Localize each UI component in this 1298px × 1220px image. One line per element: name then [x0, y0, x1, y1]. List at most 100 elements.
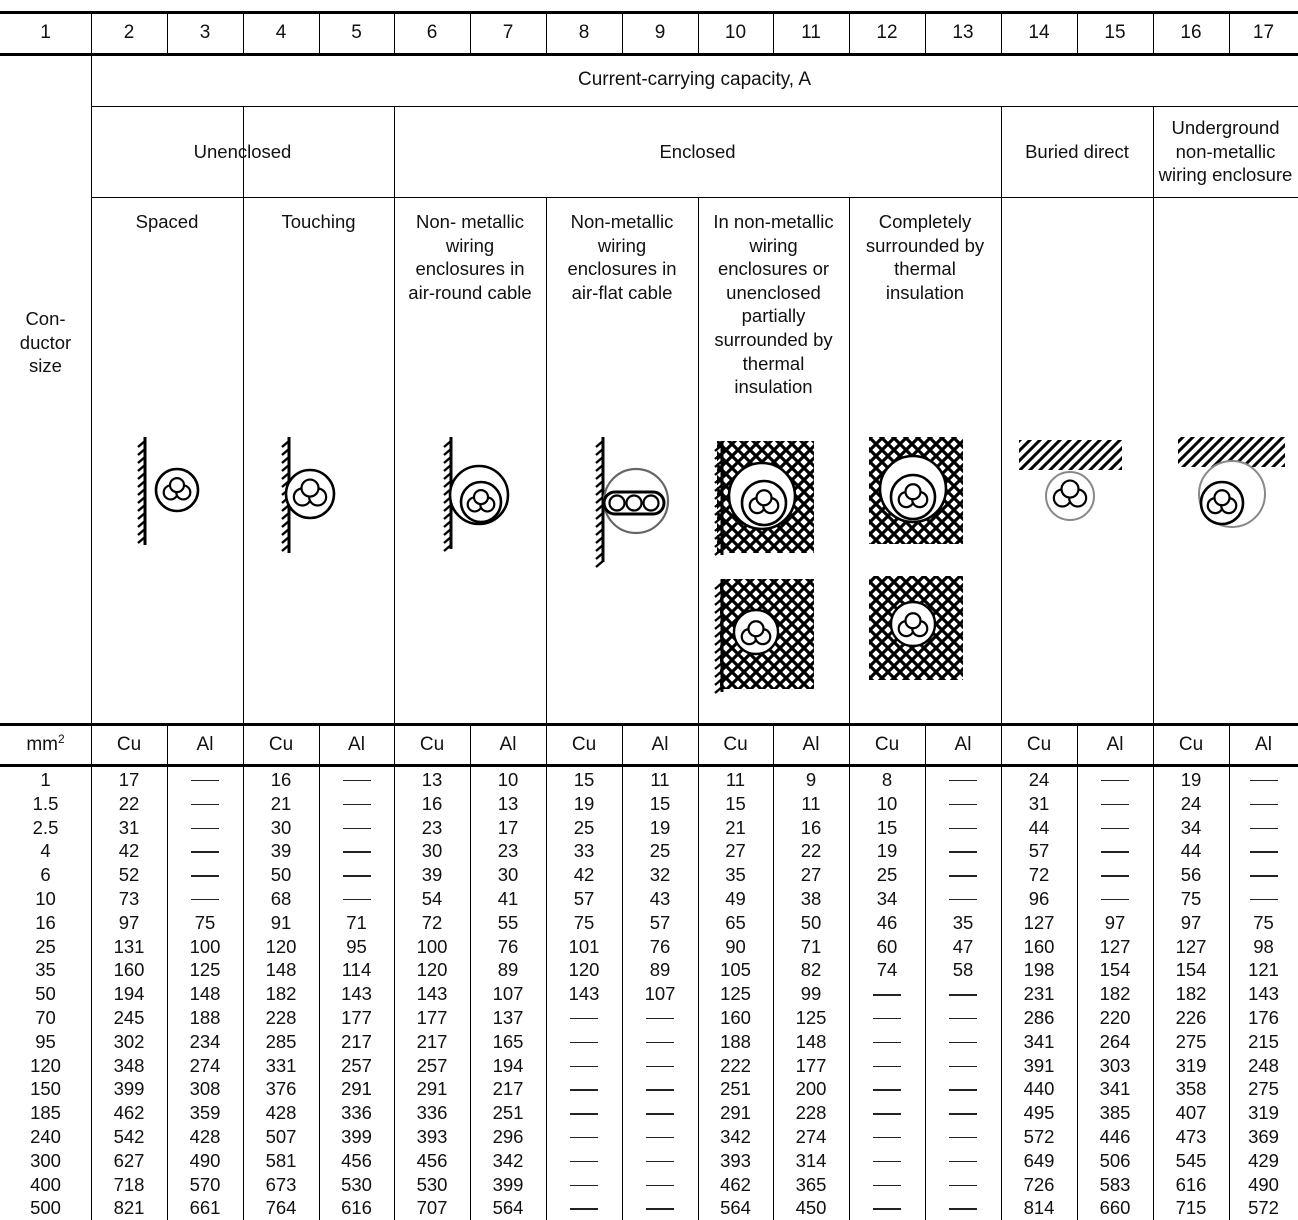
table-cell: 358 — [1175, 1078, 1207, 1100]
table-cell: 25 — [573, 816, 595, 838]
vrule-number-row — [470, 11, 471, 54]
table-cell: 17 — [118, 769, 140, 790]
table-cell: 97 — [118, 911, 140, 933]
table-cell: 19 — [649, 816, 671, 838]
table-cell: 97 — [1180, 911, 1202, 933]
table-cell: 291 — [341, 1078, 372, 1100]
table-cell: 121 — [1248, 959, 1279, 981]
table-cell: 715 — [1175, 1197, 1207, 1219]
table-cell: 726 — [1023, 1173, 1055, 1195]
table-cell: — — [622, 1101, 698, 1125]
table-cell: 11 — [725, 769, 746, 790]
table-cell: 473 — [1175, 1125, 1207, 1147]
table-cell: — — [925, 816, 1001, 840]
table-cell: — — [622, 1006, 698, 1030]
table-cell: 57 — [1028, 840, 1050, 862]
table-cell: — — [167, 887, 243, 911]
table-cell: 143 — [568, 983, 600, 1005]
table-cell: 95 — [346, 935, 367, 957]
table-cell: 264 — [1099, 1030, 1131, 1052]
table-cell: 331 — [265, 1054, 297, 1076]
data-column: 11 15 21 27 35 49 65 90 105 125 160 188 222 251 291 342… — [698, 768, 773, 1220]
table-cell: — — [319, 839, 394, 863]
table-cell: 188 — [189, 1006, 221, 1028]
table-cell: 17 — [497, 816, 519, 838]
table-cell: 456 — [341, 1149, 372, 1171]
underground-enclosure-icon — [1178, 437, 1285, 528]
table-cell: 42 — [573, 864, 595, 886]
table-cell: — — [925, 1006, 1001, 1030]
vrule-number-row — [849, 11, 850, 54]
table-cell: — — [167, 863, 243, 887]
buried-direct-icon — [1019, 440, 1122, 521]
table-cell: 100 — [416, 935, 448, 957]
table-cell: 19 — [573, 792, 595, 814]
table-cell: 545 — [1175, 1149, 1207, 1171]
table-cell: — — [925, 1054, 1001, 1078]
table-cell: 718 — [113, 1173, 145, 1195]
column-number: 5 — [351, 22, 362, 43]
table-cell: 137 — [492, 1006, 524, 1028]
table-cell: 13 — [421, 769, 443, 790]
table-cell: 125 — [795, 1006, 827, 1028]
table-cell: 251 — [492, 1102, 524, 1124]
table-cell: 160 — [1023, 935, 1055, 957]
table-cell: 300 — [30, 1149, 61, 1171]
table-cell: — — [925, 792, 1001, 816]
table-cell: 41 — [497, 887, 519, 909]
data-column: 13 16 23 30 39 54 72 100 120 143 177 217 257 291 336 39… — [394, 768, 470, 1220]
table-cell: 369 — [1248, 1125, 1279, 1147]
table-cell: 44 — [1180, 840, 1202, 862]
table-cell: 74 — [876, 959, 898, 981]
table-cell: 30 — [421, 840, 443, 862]
table-cell: 627 — [113, 1149, 145, 1171]
table-cell: — — [925, 839, 1001, 863]
table-cell: — — [925, 1101, 1001, 1125]
table-cell: 90 — [725, 935, 746, 957]
table-cell: 257 — [341, 1054, 372, 1076]
table-cell: 27 — [725, 840, 746, 862]
table-cell: 393 — [416, 1125, 448, 1147]
table-cell: — — [849, 1196, 925, 1220]
table-cell: 143 — [1248, 983, 1279, 1005]
column-number: 7 — [502, 22, 514, 43]
table-cell: — — [849, 982, 925, 1006]
table-cell: 245 — [113, 1006, 145, 1028]
table-cell: 660 — [1099, 1197, 1131, 1219]
vrule-group — [1001, 106, 1002, 1220]
table-cell: 303 — [1099, 1054, 1131, 1076]
table-cell: 302 — [113, 1030, 145, 1052]
table-cell: — — [1229, 887, 1298, 911]
vrule-number-row — [546, 11, 547, 54]
column-number: 4 — [275, 22, 287, 43]
table-cell: 39 — [421, 864, 443, 886]
table-cell: 649 — [1023, 1149, 1055, 1171]
table-cell: 319 — [1175, 1054, 1207, 1076]
table-cell: 764 — [265, 1197, 297, 1219]
table-cell: 182 — [265, 983, 297, 1005]
table-cell: — — [319, 816, 394, 840]
table-cell: — — [546, 1173, 622, 1197]
table-cell: — — [1077, 792, 1153, 816]
table-cell: 319 — [1248, 1102, 1279, 1124]
table-cell: 564 — [492, 1197, 524, 1219]
unit-label: Al — [196, 734, 214, 755]
table-cell: — — [546, 1054, 622, 1078]
vrule-pair — [546, 724, 547, 1220]
data-column: 19 24 34 44 56 75 97 127 154 182 226 275 319 358 407 47… — [1153, 768, 1229, 1220]
table-cell: 10 — [876, 792, 898, 814]
table-cell: — — [849, 1173, 925, 1197]
rule-column-numbers — [0, 53, 1298, 56]
table-cell: 107 — [492, 983, 524, 1005]
table-cell: 25 — [876, 864, 898, 886]
table-cell: 198 — [1023, 959, 1055, 981]
column-number: 1 — [40, 22, 51, 43]
table-cell: — — [925, 887, 1001, 911]
table-cell: — — [925, 982, 1001, 1006]
table-cell: 35 — [35, 959, 56, 981]
table-cell: — — [319, 863, 394, 887]
table-cell: 21 — [725, 816, 746, 838]
table-cell: 21 — [270, 792, 292, 814]
data-column: ——————7598121143176215248275319369429490… — [1229, 768, 1298, 1220]
